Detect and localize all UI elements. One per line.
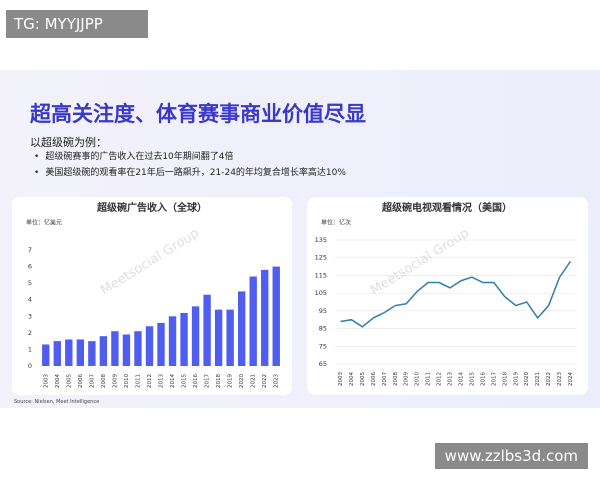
x-tick-label: 2023	[557, 372, 563, 386]
bullets: 超级碗赛事的广告收入在过去10年期间翻了4倍 美国超级碗的观看率在21年后一路飙…	[34, 149, 346, 181]
y-tick-label: 3	[28, 312, 32, 320]
bar	[65, 339, 73, 366]
x-tick-label: 2006	[78, 374, 84, 388]
x-tick-label: 2014	[458, 372, 464, 386]
x-tick-label: 2024	[568, 372, 574, 386]
x-tick-label: 2012	[147, 374, 153, 388]
chart-title: 超级碗广告收入（全球）	[96, 201, 207, 214]
y-tick-label: 75	[319, 342, 327, 350]
source: Source: Nielsen, Meet Intelligence	[14, 399, 100, 405]
y-tick-label: 105	[315, 289, 327, 297]
x-tick-label: 2011	[135, 374, 141, 388]
x-tick-label: 2011	[426, 372, 432, 386]
x-tick-label: 2019	[228, 374, 234, 388]
bar	[111, 331, 119, 366]
bar	[76, 339, 85, 366]
x-tick-label: 2004	[349, 372, 355, 386]
x-tick-label: 2019	[513, 372, 519, 386]
x-tick-label: 2022	[262, 374, 268, 388]
x-tick-label: 2020	[239, 374, 245, 388]
line	[340, 260, 572, 328]
x-tick-label: 2016	[193, 374, 199, 388]
x-tick-label: 2023	[274, 374, 280, 388]
chart-title: 超级碗电视观看情况（美国）	[381, 201, 512, 214]
bar	[145, 326, 154, 366]
x-tick-label: 2021	[535, 372, 541, 386]
x-tick-label: 2010	[124, 374, 130, 388]
brand-watermark: Meetsocial Group	[98, 226, 202, 299]
bar	[261, 269, 269, 366]
x-tick-label: 2018	[216, 374, 222, 388]
x-tick-label: 2013	[159, 374, 165, 388]
x-tick-label: 2007	[89, 374, 95, 388]
x-tick-label: 2003	[338, 372, 344, 386]
bar	[99, 336, 108, 366]
x-tick-label: 2015	[469, 372, 475, 386]
bar	[122, 334, 131, 366]
site-watermark: www.zzlbs3d.com	[434, 443, 588, 469]
x-tick-label: 2003	[43, 374, 49, 388]
unit-label: 单位：亿美元	[26, 219, 62, 227]
y-tick-label: 135	[315, 236, 327, 244]
bar	[168, 316, 177, 366]
y-tick-label: 65	[319, 360, 327, 368]
x-tick-label: 2009	[404, 372, 410, 386]
y-tick-label: 125	[315, 254, 327, 262]
bullet: 美国超级碗的观看率在21年后一路飙升，21-24的年均复合增长率高达10%	[34, 165, 346, 181]
bar	[42, 344, 50, 366]
brand-watermark: Meetsocial Group	[368, 226, 472, 299]
bar	[226, 309, 234, 366]
x-tick-label: 2009	[112, 374, 118, 388]
tag-watermark: TG: MYYJJPP	[6, 10, 148, 38]
y-tick-label: 7	[28, 246, 32, 254]
x-tick-label: 2017	[491, 372, 497, 386]
x-tick-label: 2008	[101, 374, 107, 388]
bar	[249, 276, 257, 366]
bar	[88, 341, 96, 366]
bar	[180, 312, 188, 366]
bar	[237, 291, 246, 366]
bar	[191, 306, 200, 366]
x-tick-label: 2010	[415, 372, 421, 386]
x-tick-label: 2007	[382, 372, 388, 386]
x-tick-label: 2020	[524, 372, 530, 386]
x-tick-label: 2005	[66, 374, 72, 388]
slide-title: 超高关注度、体育赛事商业价值尽显	[30, 102, 366, 126]
bar	[203, 294, 211, 366]
bar	[134, 331, 142, 366]
x-tick-label: 2006	[371, 372, 377, 386]
x-tick-label: 2017	[205, 374, 211, 388]
x-tick-label: 2004	[55, 374, 61, 388]
y-tick-label: 85	[319, 325, 327, 333]
x-tick-label: 2008	[393, 372, 399, 386]
y-tick-label: 0	[28, 362, 32, 370]
bar	[157, 322, 165, 366]
x-tick-label: 2021	[251, 374, 257, 388]
chart-card	[307, 197, 588, 395]
y-tick-label: 95	[319, 307, 327, 315]
x-tick-label: 2022	[546, 372, 552, 386]
unit-label: 单位：亿次	[321, 219, 351, 227]
x-tick-label: 2018	[502, 372, 508, 386]
y-tick-label: 2	[28, 329, 32, 337]
bar	[272, 266, 280, 366]
x-tick-label: 2013	[448, 372, 454, 386]
intro: 以超级碗为例：	[30, 136, 107, 149]
y-tick-label: 6	[28, 263, 32, 271]
bar	[53, 341, 61, 366]
y-tick-label: 5	[28, 279, 32, 287]
x-tick-label: 2012	[437, 372, 443, 386]
bar	[214, 309, 223, 366]
x-tick-label: 2014	[170, 374, 176, 388]
y-tick-label: 4	[28, 296, 32, 304]
bullet: 超级碗赛事的广告收入在过去10年期间翻了4倍	[34, 149, 346, 165]
y-tick-label: 1	[28, 345, 32, 353]
x-tick-label: 2016	[480, 372, 486, 386]
x-tick-label: 2015	[182, 374, 188, 388]
x-tick-label: 2005	[360, 372, 366, 386]
y-tick-label: 115	[315, 271, 327, 279]
